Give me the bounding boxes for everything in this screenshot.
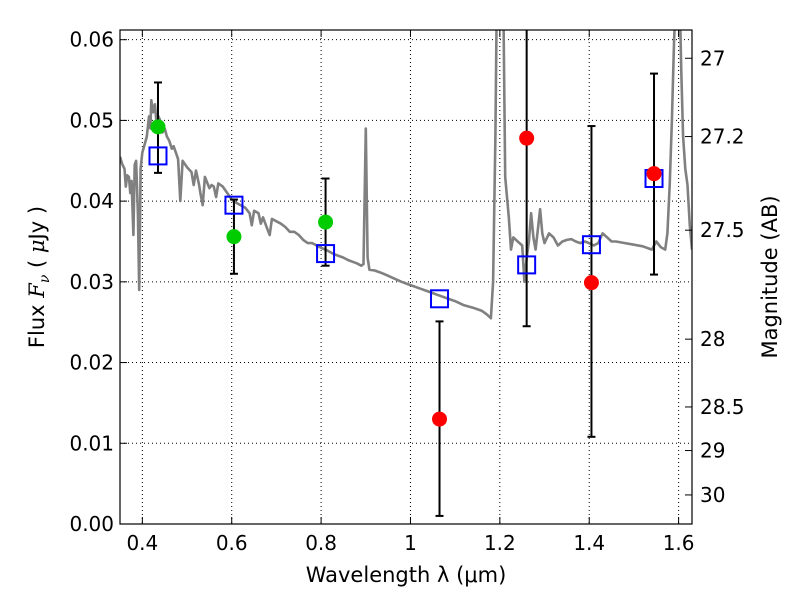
x-tick-label: 0.8 xyxy=(305,531,337,555)
y-tick-label: 0.02 xyxy=(69,351,114,375)
y-tick-label: 0.00 xyxy=(69,512,114,536)
flux-measurement-point xyxy=(318,214,334,230)
plot-frame xyxy=(119,29,693,525)
model-photometry-square xyxy=(517,255,537,275)
y2-tick-label: 30 xyxy=(700,483,725,507)
y2-tick-label: 27 xyxy=(700,46,725,70)
flux-measurement-point xyxy=(150,119,166,135)
x-tick-label: 0.6 xyxy=(216,531,248,555)
flux-measurement-point xyxy=(583,275,599,291)
x-tick-label: 1.2 xyxy=(484,531,516,555)
flux-measurement-point xyxy=(226,229,242,245)
y-tick-label: 0.06 xyxy=(69,28,114,52)
plot-background xyxy=(120,30,692,524)
x-axis-title: Wavelength λ (μm) xyxy=(306,563,507,587)
marker-layer xyxy=(148,119,664,427)
model-photometry-square xyxy=(148,146,168,166)
y-tick-label: 0.03 xyxy=(69,270,114,294)
axes: 0.4 0.6 0.8 1 1.2 1.4 1.6 0.00 0.01 0.02 0.03 0.04 0… xyxy=(69,28,744,555)
model-photometry-square xyxy=(224,195,244,215)
y2-tick-label: 27.5 xyxy=(700,218,745,242)
x-tick-label: 0.4 xyxy=(126,531,158,555)
y2-axis-title: Magnitude (AB) xyxy=(758,195,782,358)
flux-measurement-point xyxy=(432,411,448,427)
y-tick-label: 0.05 xyxy=(69,108,114,132)
y-tick-label: 0.04 xyxy=(69,189,114,213)
y2-tick-label: 28.5 xyxy=(700,395,745,419)
x-tick-label: 1.6 xyxy=(663,531,695,555)
y-tick-label: 0.01 xyxy=(69,431,114,455)
y2-tick-label: 27.2 xyxy=(700,125,745,149)
x-tick-label: 1.4 xyxy=(573,531,605,555)
y2-tick-label: 29 xyxy=(700,439,725,463)
y2-tick-label: 28 xyxy=(700,327,725,351)
y-axis-title: Flux Fν ( μJy ) xyxy=(25,206,53,348)
flux-measurement-point xyxy=(646,166,662,182)
model-photometry-square xyxy=(430,289,450,309)
x-tick-label: 1 xyxy=(404,531,417,555)
model-photometry-square xyxy=(316,244,336,264)
model-photometry-square xyxy=(581,235,601,255)
flux-measurement-point xyxy=(519,130,535,146)
